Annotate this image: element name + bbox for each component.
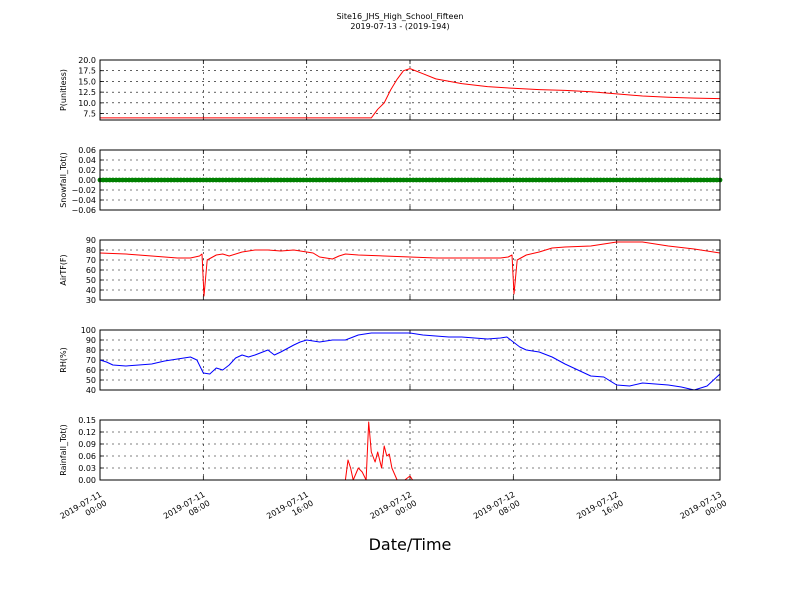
figure-subtitle: 2019-07-13 - (2019-194)	[350, 22, 449, 31]
y-tick-label: 0.06	[78, 452, 96, 461]
y-tick-label: 0.03	[78, 464, 96, 473]
subplot-5: 0.00 0.03 0.06 0.09 0.12 0.15 Rainfall_Tot()	[59, 416, 721, 485]
figure-title: Site16_JHS_High_School_Fifteen	[337, 12, 464, 21]
y-tick-label: 70	[86, 256, 96, 265]
y-tick-label: 50	[86, 376, 96, 385]
y-tick-label: 12.5	[78, 88, 96, 97]
x-axis-label: Date/Time	[369, 535, 452, 554]
y-axis-label: Rainfall_Tot()	[59, 424, 68, 476]
axes-frame	[99, 419, 721, 481]
series-markers	[97, 177, 723, 183]
series-line	[100, 421, 720, 481]
y-tick-label: 10.0	[78, 99, 96, 108]
y-tick-label: 30	[86, 296, 96, 305]
y-axis-label: RH(%)	[59, 347, 68, 372]
y-tick-label: 17.5	[78, 67, 96, 76]
y-tick-label: 20.0	[78, 56, 96, 65]
series-line	[99, 332, 721, 391]
y-tick-label: 80	[86, 346, 96, 355]
y-tick-label: 40	[86, 286, 96, 295]
subplot-2: −0.06−0.04−0.020.000.020.040.06 Snowfall_…	[59, 146, 723, 215]
y-tick-label: 100	[81, 326, 96, 335]
y-tick-label: 0.00	[78, 476, 96, 485]
y-tick-label: 50	[86, 276, 96, 285]
axes-frame	[99, 59, 721, 121]
y-tick-label: 0.04	[78, 156, 96, 165]
y-tick-label: 60	[86, 266, 96, 275]
y-axis-label: AirTF(F)	[59, 254, 68, 285]
y-tick-label: −0.04	[71, 196, 96, 205]
y-axis-label: Snowfall_Tot()	[59, 152, 68, 208]
y-tick-label: 80	[86, 246, 96, 255]
y-tick-label: 0.02	[78, 166, 96, 175]
series-line	[99, 241, 721, 297]
y-tick-label: 7.5	[83, 110, 96, 119]
y-tick-label: −0.06	[71, 206, 96, 215]
y-tick-label: 0.15	[78, 416, 96, 425]
subplot-stack: 7.510.012.515.017.520.0P(unitless)−0.06−…	[59, 56, 723, 485]
y-tick-label: 0.12	[78, 428, 96, 437]
axes-frame	[99, 329, 721, 391]
y-tick-label: 0.06	[78, 146, 96, 155]
subplot-1: 7.5 10.0 12.5 15.017.5 20.0 P(unitless)	[59, 56, 721, 121]
y-axis-label: P(unitless)	[59, 69, 68, 111]
y-tick-label: −0.02	[71, 186, 96, 195]
y-tick-label: 15.0	[78, 77, 96, 86]
y-tick-label: 90	[86, 236, 96, 245]
y-tick-label: 90	[86, 336, 96, 345]
axes-frame	[99, 239, 721, 301]
y-tick-label: 0.00	[78, 176, 96, 185]
y-tick-label: 60	[86, 366, 96, 375]
series-line	[100, 68, 721, 119]
y-tick-label: 40	[86, 386, 96, 395]
y-tick-label: 70	[86, 356, 96, 365]
y-tick-label: 0.09	[78, 440, 96, 449]
axes-frame	[99, 149, 721, 211]
